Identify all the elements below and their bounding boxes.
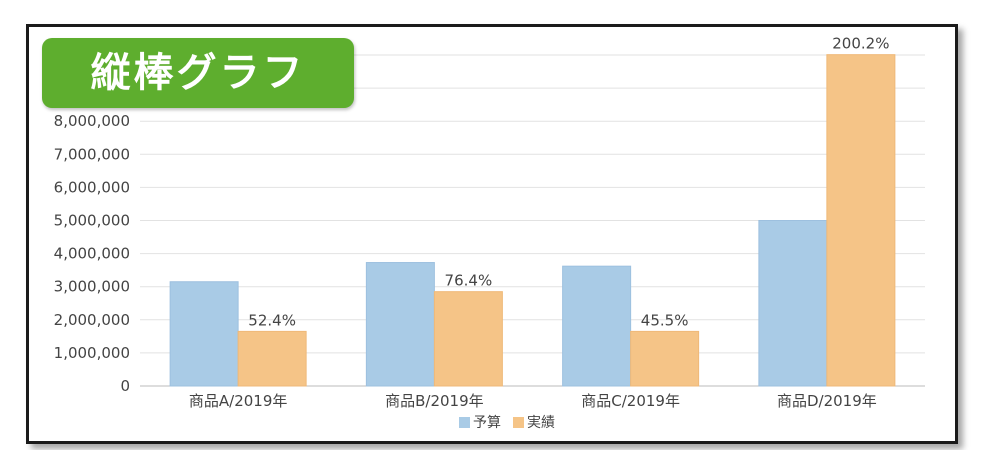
y-tick-label: 7,000,000 — [54, 145, 130, 163]
bar-budget — [365, 262, 435, 387]
chart-title: 縦棒グラフ — [42, 38, 354, 108]
y-axis-ticks: 0 1,000,000 2,000,000 3,000,000 4,000,000 5,0… — [54, 112, 130, 395]
x-tick-label: 商品A/2019年 — [189, 392, 288, 410]
y-tick-label: 2,000,000 — [54, 311, 130, 329]
x-tick-label: 商品B/2019年 — [385, 392, 484, 410]
data-label: 200.2% — [832, 35, 889, 53]
x-tick-label: 商品D/2019年 — [777, 392, 877, 410]
bar-budget — [758, 220, 828, 387]
y-tick-label: 6,000,000 — [54, 178, 130, 196]
data-label: 76.4% — [445, 272, 493, 290]
legend-label: 実績 — [527, 415, 555, 431]
bar-actual — [630, 330, 700, 387]
data-label: 45.5% — [641, 311, 689, 329]
y-tick-label: 4,000,000 — [54, 245, 130, 263]
legend-label: 予算 — [473, 415, 501, 431]
bar-budget — [169, 281, 239, 387]
legend-swatch — [459, 417, 470, 428]
data-labels: 52.4% 76.4% 45.5% 200.2% — [248, 35, 889, 330]
bars — [169, 54, 896, 387]
y-tick-label: 5,000,000 — [54, 212, 130, 230]
x-tick-label: 商品C/2019年 — [581, 392, 680, 410]
x-axis-ticks: 商品A/2019年 商品B/2019年 商品C/2019年 商品D/2019年 — [189, 392, 877, 410]
y-tick-label: 3,000,000 — [54, 278, 130, 296]
bar-actual — [237, 330, 307, 387]
data-label: 52.4% — [248, 311, 296, 329]
bar-actual — [826, 54, 896, 387]
y-tick-label: 0 — [120, 377, 130, 395]
y-tick-label: 1,000,000 — [54, 344, 130, 362]
bar-budget — [562, 265, 632, 387]
legend-swatch — [513, 417, 524, 428]
y-tick-label: 8,000,000 — [54, 112, 130, 130]
bar-actual — [433, 291, 503, 387]
legend: 予算 実績 — [459, 415, 555, 431]
